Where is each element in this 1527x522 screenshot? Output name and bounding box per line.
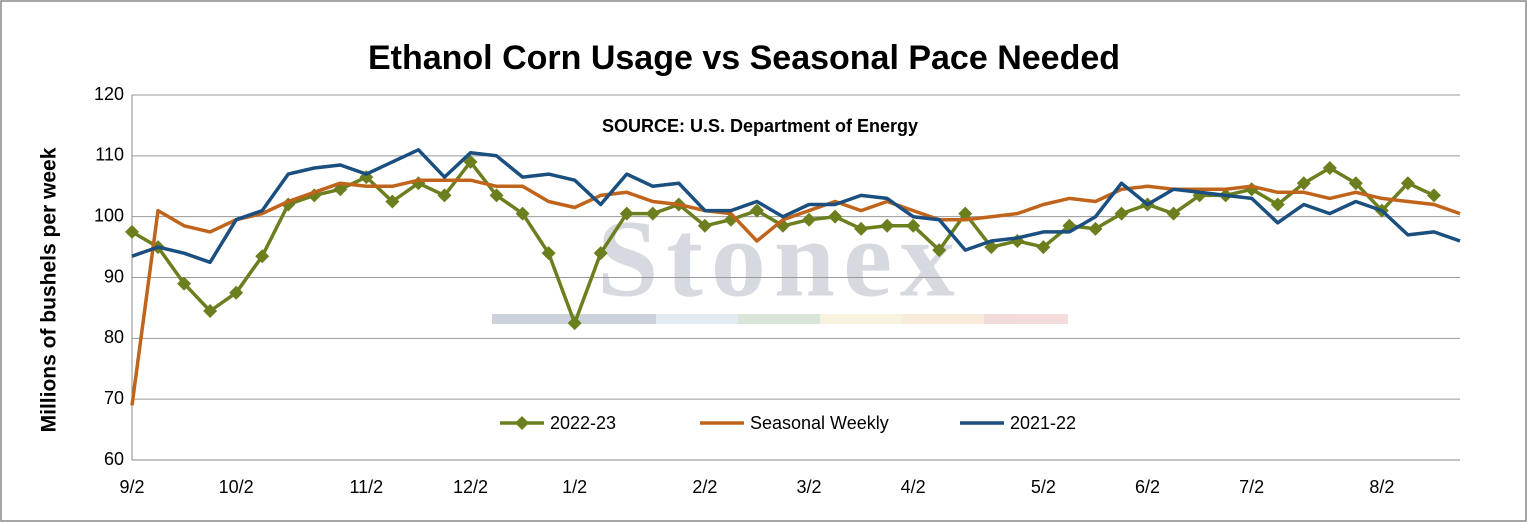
y-tick-label: 120 (94, 84, 124, 104)
x-tick-label: 3/2 (797, 477, 822, 497)
point-marker (749, 203, 764, 218)
legend-label: 2021-22 (1010, 413, 1076, 433)
point-marker (541, 246, 556, 261)
x-tick-label: 6/2 (1135, 477, 1160, 497)
point-marker (437, 188, 452, 203)
point-marker (125, 224, 139, 239)
y-tick-label: 60 (104, 449, 124, 469)
point-marker (1114, 206, 1129, 221)
y-tick-label: 110 (95, 145, 124, 165)
watermark-bar-segment (738, 314, 820, 324)
point-marker (932, 243, 947, 258)
watermark-bar-segment (820, 314, 902, 324)
series-line (130, 178, 1461, 406)
point-marker (489, 188, 504, 203)
point-marker (1088, 221, 1103, 236)
point-marker (1270, 197, 1285, 212)
y-tick-label: 70 (104, 388, 124, 408)
x-tick-label: 2/2 (692, 477, 717, 497)
point-marker (567, 316, 582, 331)
x-tick-label: 4/2 (901, 477, 926, 497)
y-tick-label: 100 (94, 205, 124, 225)
watermark-bar-segment (902, 314, 984, 324)
x-tick-label: 5/2 (1031, 477, 1056, 497)
legend-label: Seasonal Weekly (750, 413, 889, 433)
x-tick-label: 11/2 (350, 477, 384, 497)
x-tick-label: 10/2 (219, 477, 254, 497)
point-marker (1036, 240, 1051, 255)
legend: 2022-23 Seasonal Weekly 2021-22 (500, 413, 1076, 433)
chart-subtitle: SOURCE: U.S. Department of Energy (602, 116, 918, 136)
x-tick-label: 12/2 (453, 477, 488, 497)
watermark-bar-segment (984, 314, 1068, 324)
legend-label: 2022-23 (550, 413, 616, 433)
point-marker (1166, 206, 1181, 221)
point-marker (906, 218, 921, 233)
point-marker (229, 285, 244, 300)
point-marker (177, 276, 192, 291)
point-marker (854, 221, 869, 236)
point-marker (593, 246, 608, 261)
x-tick-label: 9/2 (119, 477, 144, 497)
x-tick-label: 1/2 (562, 477, 587, 497)
point-marker (958, 206, 973, 221)
legend-marker (515, 416, 529, 430)
x-tick-label: 7/2 (1239, 477, 1264, 497)
point-marker (1426, 188, 1441, 203)
watermark: Stonex (597, 197, 963, 319)
y-axis-title: Millions of bushels per week (38, 147, 61, 432)
point-marker (203, 303, 218, 318)
series-line (131, 148, 1461, 265)
point-marker (1322, 161, 1337, 175)
point-marker (619, 206, 634, 221)
point-marker (1296, 176, 1311, 191)
point-marker (697, 218, 712, 233)
point-marker (645, 206, 660, 221)
x-tick-label: 8/2 (1369, 477, 1394, 497)
point-marker (880, 218, 895, 233)
y-tick-label: 90 (104, 266, 124, 286)
point-marker (802, 212, 817, 227)
point-marker (515, 206, 530, 221)
watermark-bar-segment (656, 314, 738, 324)
point-marker (255, 249, 270, 264)
point-marker (385, 194, 400, 209)
chart-title: Ethanol Corn Usage vs Seasonal Pace Need… (368, 39, 1120, 77)
point-marker (828, 209, 843, 224)
point-marker (1400, 176, 1415, 191)
y-tick-label: 80 (104, 327, 124, 347)
point-marker (1348, 176, 1363, 191)
